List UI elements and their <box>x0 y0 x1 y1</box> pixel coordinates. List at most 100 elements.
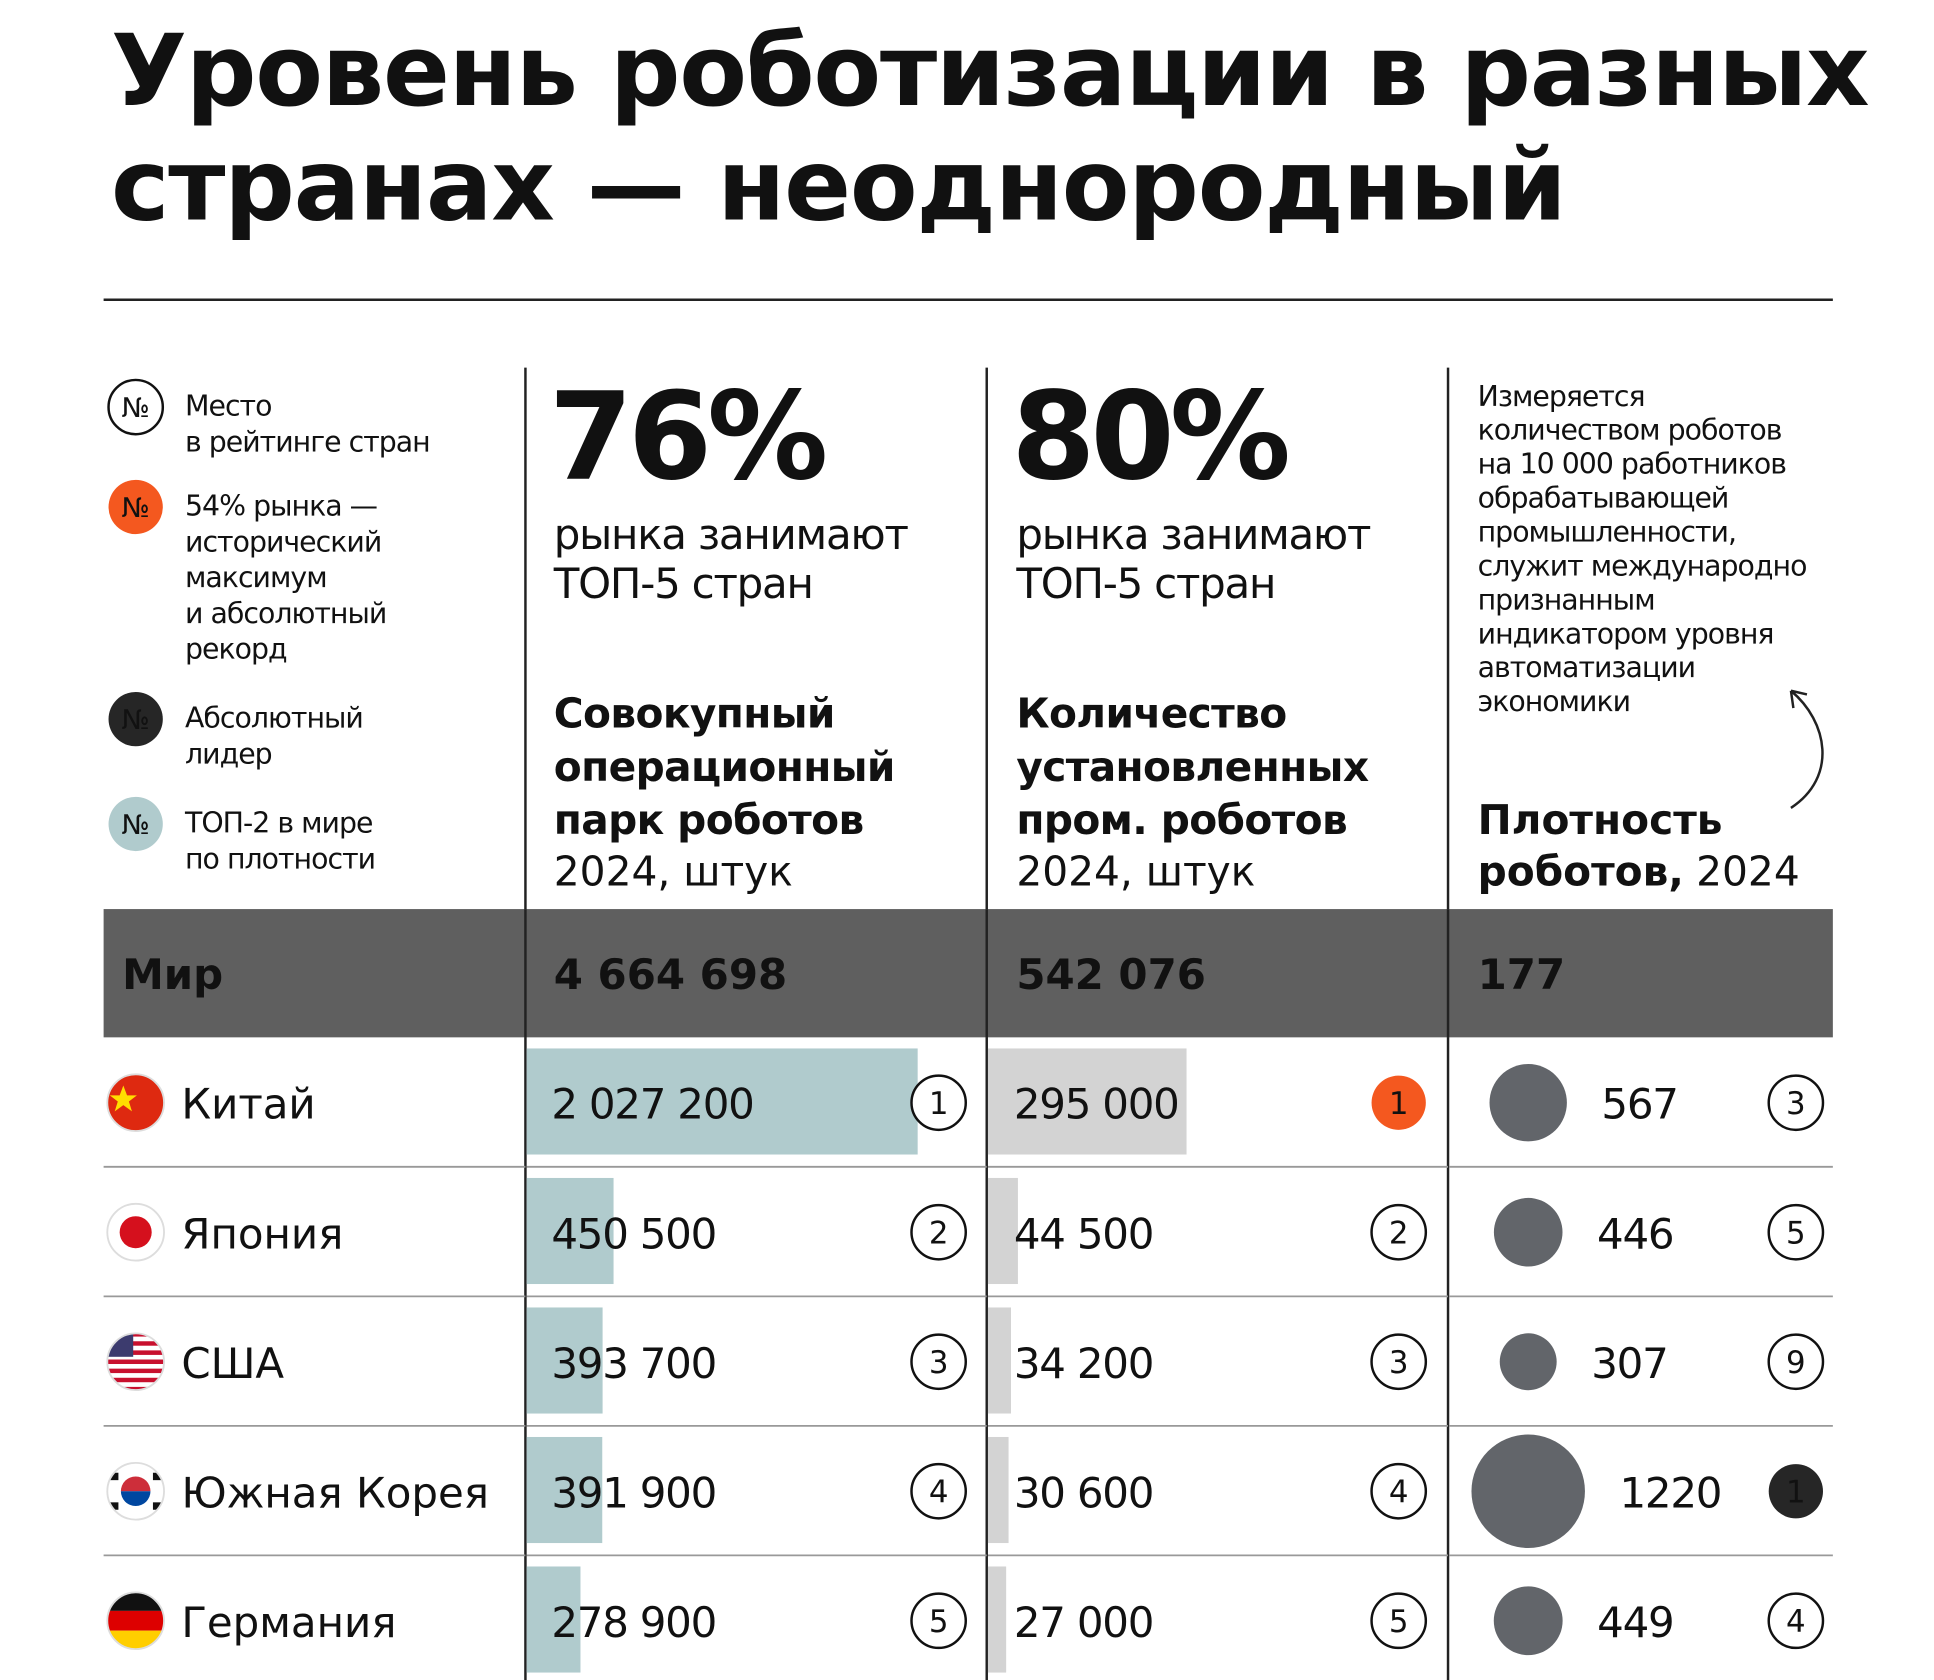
world-value: 177 <box>1478 950 1566 999</box>
flag <box>106 1202 165 1262</box>
heading: операционный <box>554 743 895 791</box>
legend-text: рекорд <box>185 633 287 666</box>
subheading: 2024 <box>1696 848 1800 896</box>
legend-text: ТОП-2 в мире <box>184 807 372 840</box>
value: 295 000 <box>1014 1080 1179 1129</box>
value: 567 <box>1601 1080 1677 1129</box>
legend-symbol: № <box>122 705 150 736</box>
rank-marker <box>1768 1464 1823 1519</box>
legend-text: в рейтинге стран <box>185 425 430 458</box>
description: количеством роботов <box>1478 414 1782 447</box>
bubble <box>1499 1333 1557 1391</box>
world-value: 4 664 698 <box>554 950 787 999</box>
rank: 4 <box>1389 1474 1409 1510</box>
flag-part <box>107 1364 165 1369</box>
bar <box>987 1307 1011 1414</box>
rank-marker <box>910 1333 967 1391</box>
legend-text: 54% рынка — <box>185 490 377 523</box>
rank-marker <box>1371 1075 1426 1130</box>
flag <box>106 1461 165 1521</box>
flag-star <box>109 1085 137 1112</box>
legend-symbol: № <box>122 810 150 841</box>
flag-part <box>107 1373 165 1378</box>
heading: роботов, <box>1478 848 1684 896</box>
rank: 1 <box>929 1086 949 1122</box>
legend-text: максимум <box>185 561 327 594</box>
legend-text: Абсолютный <box>185 702 363 735</box>
rank: 5 <box>1786 1215 1806 1251</box>
rank-marker <box>1370 1333 1428 1391</box>
world-row <box>103 909 1833 1038</box>
heading: пром. роботов <box>1016 796 1347 844</box>
value: 449 <box>1597 1598 1673 1647</box>
value: 393 700 <box>551 1339 716 1388</box>
flag-border <box>106 1202 165 1262</box>
country: Китай <box>181 1080 315 1129</box>
flag-part <box>108 1502 119 1510</box>
flag <box>106 1591 165 1651</box>
rank: 1 <box>1389 1086 1409 1122</box>
legend-marker <box>107 378 165 436</box>
rank-marker <box>910 1462 967 1520</box>
flag <box>106 1073 165 1133</box>
arrow <box>1789 689 1824 809</box>
legend-text: исторический <box>185 525 381 558</box>
country: Япония <box>181 1209 343 1258</box>
flag-part <box>108 1472 119 1481</box>
rank-marker <box>1767 1333 1825 1391</box>
description: промышленности, <box>1478 516 1736 549</box>
legend-text: Место <box>185 390 271 423</box>
legend-text: и абсолютный <box>185 597 386 630</box>
bar <box>526 1436 603 1544</box>
description: признанным <box>1478 583 1655 616</box>
value: 44 500 <box>1014 1209 1153 1258</box>
value: 30 600 <box>1014 1468 1153 1517</box>
legend-symbol: № <box>122 393 150 424</box>
flag-part <box>107 1359 165 1365</box>
value: 34 200 <box>1014 1339 1153 1388</box>
caption: рынка занимают <box>554 510 909 559</box>
flag-border <box>106 1073 165 1133</box>
value: 1220 <box>1619 1468 1721 1517</box>
subheading: 2024, штук <box>554 848 793 896</box>
rank-marker <box>1767 1592 1825 1650</box>
flag-border <box>106 1461 165 1521</box>
flag <box>106 1332 165 1392</box>
rank-marker <box>1370 1462 1428 1520</box>
title: странах — неоднородный <box>111 129 1566 244</box>
world-value: 542 076 <box>1016 950 1206 999</box>
rank: 9 <box>1786 1345 1806 1381</box>
flag-part <box>107 1345 165 1351</box>
rank-marker <box>1767 1074 1825 1132</box>
caption: ТОП-5 стран <box>1015 559 1275 608</box>
rank: 4 <box>929 1474 949 1510</box>
bar <box>987 1566 1007 1673</box>
bar <box>526 1048 918 1155</box>
rank: 2 <box>929 1215 949 1251</box>
bar <box>987 1436 1009 1544</box>
flag-part <box>107 1354 165 1360</box>
description: обрабатывающей <box>1478 482 1729 515</box>
flag-body <box>107 1462 165 1520</box>
flag-dot <box>119 1216 152 1249</box>
world-label: Мир <box>122 950 223 999</box>
value: 450 500 <box>551 1209 716 1258</box>
bar <box>987 1177 1018 1285</box>
flag-part <box>107 1610 165 1631</box>
value: 307 <box>1591 1339 1667 1388</box>
bar <box>526 1566 581 1673</box>
rank: 5 <box>929 1604 949 1640</box>
rank-marker <box>1767 1203 1825 1261</box>
rank-marker <box>1370 1203 1428 1261</box>
caption: ТОП-5 стран <box>553 559 813 608</box>
legend-text: лидер <box>185 738 272 771</box>
rank-marker <box>1370 1592 1428 1650</box>
legend-marker <box>108 479 163 535</box>
description: автоматизации <box>1478 651 1695 684</box>
rank-marker <box>910 1592 967 1650</box>
legend-marker <box>108 796 163 852</box>
bar <box>526 1177 614 1285</box>
headline: 80% <box>1011 367 1287 508</box>
bubble <box>1493 1586 1563 1656</box>
